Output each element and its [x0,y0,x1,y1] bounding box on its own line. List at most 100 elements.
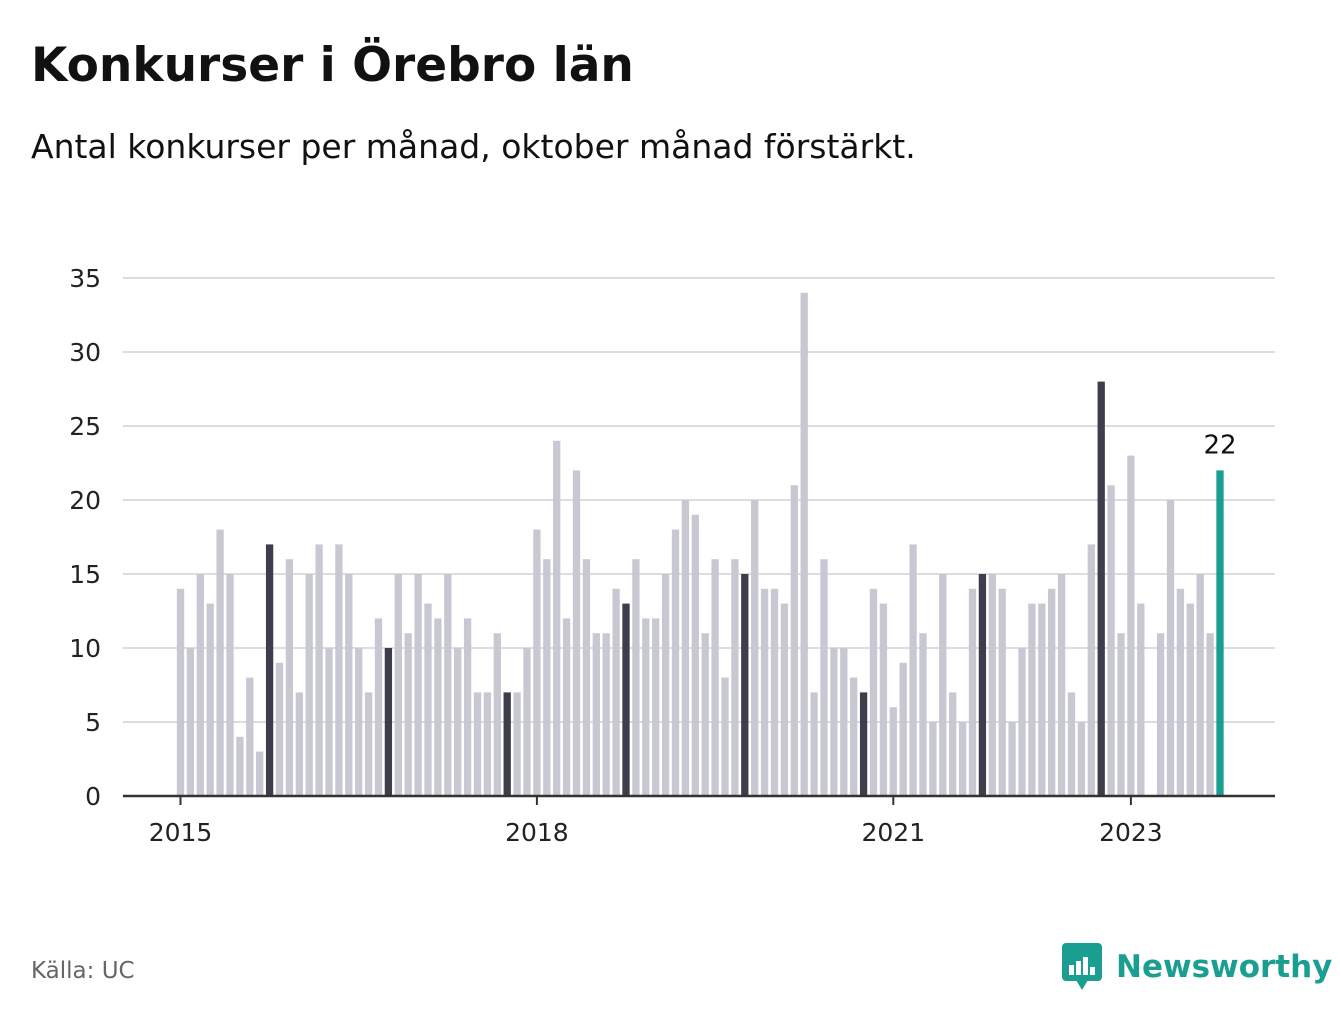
bar [434,618,442,796]
bar [632,559,640,796]
bar [592,633,600,796]
bar [661,574,670,796]
bar [958,722,967,796]
bar [562,618,571,796]
bar [216,529,224,796]
x-tick-label: 2018 [505,818,569,847]
bar [424,603,432,796]
bar [671,529,680,796]
bar [1127,455,1135,796]
bar [1206,633,1214,796]
bar [275,662,284,796]
bar [919,633,927,796]
bar [325,648,333,796]
bar [602,633,610,796]
bar [770,588,779,796]
bar [731,559,739,796]
source-note: Källa: UC [31,958,135,984]
bar [820,559,828,796]
bar [1087,544,1095,796]
bar [840,648,848,796]
y-tick-label: 20 [69,486,101,515]
bar [879,603,888,796]
y-tick-label: 10 [69,634,101,663]
bar [196,574,204,796]
bar [1038,603,1046,796]
bar [1137,603,1145,796]
bar [998,588,1006,796]
bar [1048,588,1056,796]
bar [384,648,393,796]
bar [176,588,185,796]
bar [1067,692,1076,796]
bar [691,514,699,796]
bar [355,648,363,796]
newsworthy-brand: Newsworthy [1062,942,1332,992]
bar [513,692,521,796]
bar [909,544,917,796]
bar [1186,603,1194,796]
bar [503,692,511,796]
brand-name: Newsworthy [1116,949,1333,985]
bar [711,559,719,796]
x-tick-label: 2021 [861,818,925,847]
bar [236,736,244,796]
bar [543,559,551,796]
bar [523,648,531,796]
bar [315,544,323,796]
bar [404,633,412,796]
bar [345,574,353,796]
chart-title: Konkurser i Örebro län [31,38,634,93]
y-tick-label: 30 [69,338,101,367]
bar [612,588,620,796]
bar [394,574,402,796]
bar [533,529,541,796]
bar [463,618,472,796]
bar [1216,470,1224,796]
bar [454,648,462,796]
bar [790,485,798,796]
bar [1018,648,1026,796]
bar [652,618,660,796]
y-tick-label: 25 [69,412,101,441]
bar [186,648,195,796]
bar [256,751,264,796]
bar [206,603,214,796]
bar [1176,588,1185,796]
bar [701,633,709,796]
bar [899,662,907,796]
bar [978,574,987,796]
bar [810,692,818,796]
bar [1107,485,1115,796]
bar [622,603,630,796]
bar [1077,722,1086,796]
bar [305,574,313,796]
y-tick-label: 35 [69,264,101,293]
bar [751,500,759,796]
bar [741,574,749,796]
y-tick-label: 5 [85,708,101,737]
bar [374,618,383,796]
bar [473,692,482,796]
bar [364,692,373,796]
bar [642,618,650,796]
bar [226,574,234,796]
bar [582,559,591,796]
bar [1008,722,1016,796]
bar [246,677,254,796]
bar [681,500,690,796]
bar [265,544,274,796]
bar [949,692,957,796]
bar [850,677,858,796]
bar [830,648,838,796]
x-tick-label: 2023 [1099,818,1163,847]
bar [483,692,492,796]
bar [572,470,581,796]
bar [1166,500,1175,796]
bar [295,692,303,796]
bar [553,440,561,796]
bar [968,588,977,796]
chart-subtitle: Antal konkurser per månad, oktober månad… [31,127,916,166]
bar [335,544,343,796]
